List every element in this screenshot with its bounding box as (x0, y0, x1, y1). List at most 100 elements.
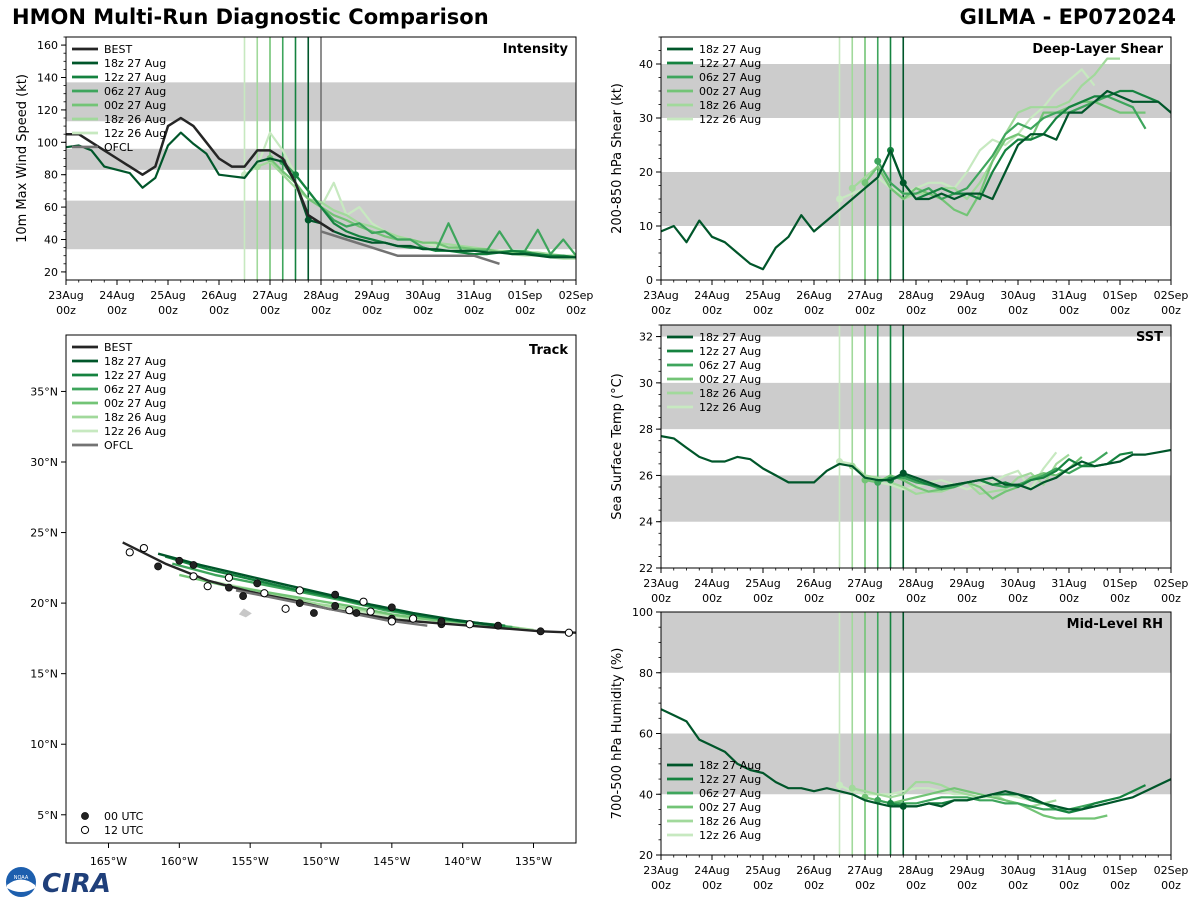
shear-ytick-label: 30 (639, 112, 653, 125)
shear-init-point-06z-27-Aug (874, 157, 882, 165)
sst-ytick-label: 26 (639, 469, 653, 482)
sst-xtick-label: 23Aug (643, 577, 678, 590)
sst-legend-label: 06z 27 Aug (699, 359, 761, 372)
shear-xtick-label: 23Aug (643, 289, 678, 302)
sst-xtick-label: 00z (855, 592, 875, 605)
track-legend-label: 18z 27 Aug (104, 355, 166, 368)
rh-xtick-label: 29Aug (949, 864, 984, 877)
sst-ytick-label: 32 (639, 331, 653, 344)
track-xtick-label: 145°W (373, 855, 410, 868)
track-marker-12utc (366, 607, 375, 616)
track-marker-12utc (564, 628, 574, 637)
sst-xtick-label: 02Sep (1154, 577, 1189, 590)
sst-ytick-label: 28 (639, 423, 653, 436)
rh-legend-label: 06z 27 Aug (699, 787, 761, 800)
track-marker-00utc (536, 627, 545, 636)
shear-xtick-label: 25Aug (745, 289, 780, 302)
intensity-xtick-label: 31Aug (456, 289, 491, 302)
sst-xtick-label: 00z (1059, 592, 1079, 605)
track-marker-12utc (203, 582, 212, 591)
noaa-badge: NOAA (14, 875, 29, 881)
sst-ytick-label: 24 (639, 516, 653, 529)
rh-xtick-label: 27Aug (847, 864, 882, 877)
track-marker-00utc (437, 617, 446, 626)
shear-init-point-18z-27-Aug (899, 179, 907, 187)
sst-xtick-label: 24Aug (694, 577, 729, 590)
shear-ylabel: 200-850 hPa Shear (kt) (610, 83, 625, 234)
track-marker-12utc (281, 604, 290, 613)
rh-series-18z-27-Aug (661, 708, 1171, 811)
intensity-ytick-label: 60 (44, 201, 58, 214)
sst-legend-label: 18z 26 Aug (699, 387, 761, 400)
cira-logo: NOAA CIRA (6, 867, 111, 898)
track-xtick-label: 135°W (515, 855, 552, 868)
shear-xtick-label: 00z (804, 304, 824, 317)
sst-xtick-label: 26Aug (796, 577, 831, 590)
rh-xtick-label: 25Aug (745, 864, 780, 877)
track-ytick-label: 5°N (37, 809, 58, 822)
hawaii-island-shape (238, 608, 252, 618)
intensity-xtick-label: 23Aug (48, 289, 83, 302)
sst-xtick-label: 00z (804, 592, 824, 605)
shear-xtick-label: 01Sep (1103, 289, 1138, 302)
sst-xtick-label: 01Sep (1103, 577, 1138, 590)
shear-xtick-label: 00z (1161, 304, 1181, 317)
shear-xtick-label: 31Aug (1051, 289, 1086, 302)
track-ytick-label: 20°N (30, 597, 58, 610)
sst-panel: 22 24 26 28 30 32 23Aug 00z 24Aug 00z 25Aug 00z 26Au… (610, 324, 1189, 605)
track-marker-legend-symbol (81, 812, 89, 820)
intensity-xtick-label: 00z (515, 304, 535, 317)
sst-xtick-label: 29Aug (949, 577, 984, 590)
intensity-ytick-label: 20 (44, 266, 58, 279)
rh-xtick-label: 24Aug (694, 864, 729, 877)
shear-xtick-label: 00z (957, 304, 977, 317)
track-legend-label: OFCL (104, 439, 134, 452)
rh-xtick-label: 00z (1008, 879, 1028, 892)
shear-series-12z-26-Aug (839, 68, 1096, 201)
sst-xtick-label: 00z (957, 592, 977, 605)
track-marker-12utc (465, 620, 474, 629)
shear-xtick-label: 00z (753, 304, 773, 317)
track-xtick-label: 155°W (231, 855, 268, 868)
shear-ytick-label: 10 (639, 220, 653, 233)
rh-legend-label: 18z 26 Aug (699, 815, 761, 828)
intensity-xtick-label: 25Aug (150, 289, 185, 302)
shear-xtick-label: 00z (1059, 304, 1079, 317)
intensity-xtick-label: 00z (209, 304, 229, 317)
storm-id-title: GILMA - EP072024 (959, 5, 1176, 29)
sst-xtick-label: 31Aug (1051, 577, 1086, 590)
rh-legend-label: 12z 26 Aug (699, 829, 761, 842)
rh-xtick-label: 00z (855, 879, 875, 892)
shear-legend-label: 12z 26 Aug (699, 113, 761, 126)
track-marker-00utc (189, 561, 198, 569)
shear-ytick-label: 40 (639, 58, 653, 71)
track-panel: 165°W 160°W 155°W 150°W 145°W 140°W 135°W 5°N 10… (30, 334, 577, 868)
intensity-init-point-18z-27-Aug (304, 216, 312, 224)
shear-xtick-label: 00z (1110, 304, 1130, 317)
intensity-legend-label: 18z 26 Aug (104, 113, 166, 126)
track-marker-12utc (345, 606, 354, 615)
rh-init-point-18z-26-Aug (848, 784, 856, 792)
sst-xtick-label: 00z (651, 592, 671, 605)
track-xtick-label: 165°W (90, 855, 127, 868)
track-title: Track (529, 343, 568, 358)
intensity-xtick-label: 01Sep (508, 289, 543, 302)
rh-band-0 (661, 733, 1171, 795)
sst-series-18z-27-Aug (661, 435, 1171, 491)
rh-legend-label: 00z 27 Aug (699, 801, 761, 814)
rh-xtick-label: 00z (1110, 879, 1130, 892)
sst-ylabel: Sea Surface Temp (°C) (610, 373, 625, 520)
sst-plot-area (661, 325, 1171, 568)
track-ytick-label: 15°N (30, 668, 58, 681)
sst-init-point-18z-27-Aug (899, 469, 907, 477)
track-marker-00utc (494, 621, 502, 630)
track-marker-00utc (352, 609, 361, 617)
shear-legend-label: 18z 27 Aug (699, 43, 761, 56)
rh-xtick-label: 26Aug (796, 864, 831, 877)
track-marker-legend-symbol (80, 825, 90, 835)
track-marker-00utc (295, 599, 304, 608)
rh-init-point-12z-26-Aug (836, 781, 843, 789)
intensity-ytick-label: 120 (37, 104, 58, 117)
track-line-BEST (122, 541, 576, 634)
shear-series-18z-27-Aug (661, 89, 1171, 271)
